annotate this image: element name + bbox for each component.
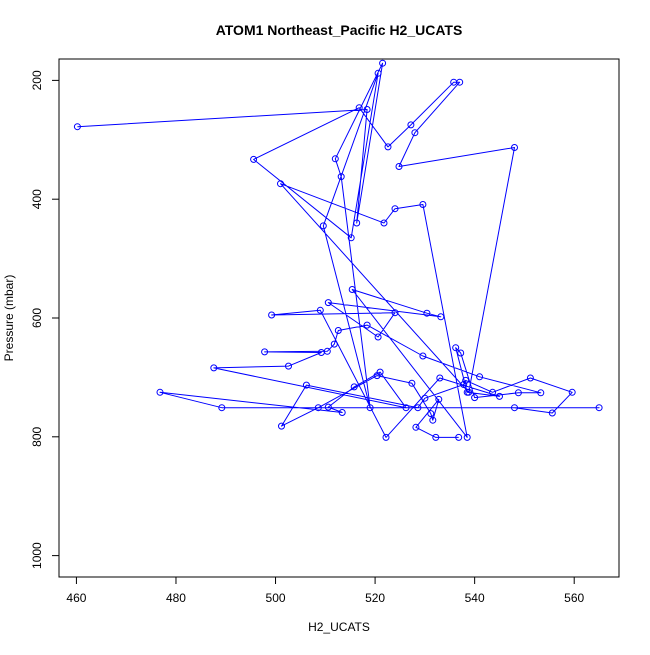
y-tick-label: 400 <box>30 189 44 209</box>
data-point <box>432 433 440 441</box>
data-point <box>414 404 422 412</box>
data-point <box>511 404 518 412</box>
x-tick-label: 540 <box>465 591 485 605</box>
data-point <box>511 144 518 151</box>
data-point <box>460 381 468 388</box>
data-point <box>218 404 226 412</box>
data-point <box>537 389 545 397</box>
data-point <box>455 433 463 441</box>
y-axis-label: Pressure (mbar) <box>2 275 16 362</box>
data-point <box>373 372 381 380</box>
x-axis-label: H2_UCATS <box>308 620 370 634</box>
data-point <box>496 392 503 400</box>
data-point <box>463 433 471 441</box>
chart-title: ATOM1 Northeast_Pacific H2_UCATS <box>216 22 463 38</box>
x-tick-label: 560 <box>564 591 584 605</box>
data-point <box>278 422 285 430</box>
x-axis: 460 480 500 520 540 560 <box>66 576 585 605</box>
data-point <box>382 433 390 441</box>
data-point <box>411 129 419 137</box>
data-point <box>319 222 327 230</box>
data-point <box>463 388 471 396</box>
y-axis: 200 400 600 800 1000 <box>30 70 60 569</box>
data-point <box>462 376 470 384</box>
data-point <box>407 121 415 129</box>
data-point <box>314 404 322 412</box>
data-point <box>350 383 358 391</box>
data-point <box>514 389 522 397</box>
data-point <box>402 404 410 412</box>
data-point <box>261 348 269 356</box>
data-point <box>302 381 310 389</box>
data-point <box>363 321 371 329</box>
data-point <box>374 69 382 77</box>
data-point <box>395 163 403 170</box>
data-point <box>476 373 484 381</box>
y-tick-label: 800 <box>30 426 44 446</box>
data-point <box>317 349 325 356</box>
data-point <box>429 416 437 424</box>
data-point <box>363 106 371 113</box>
data-point <box>408 379 416 387</box>
y-tick-label: 1000 <box>30 542 44 569</box>
data-point <box>324 403 332 411</box>
data-point <box>374 333 382 341</box>
data-point <box>419 201 427 208</box>
data-point <box>330 340 338 348</box>
data-point <box>337 173 345 181</box>
data-point <box>250 155 258 163</box>
data-point <box>347 234 355 242</box>
data-point <box>489 388 497 396</box>
y-tick-label: 600 <box>30 308 44 328</box>
x-tick-label: 480 <box>166 591 186 605</box>
data-point <box>366 404 374 412</box>
x-tick-label: 520 <box>365 591 385 605</box>
data-point <box>456 78 464 86</box>
data-point <box>338 409 346 416</box>
data-point <box>156 388 164 396</box>
data-point <box>277 180 284 188</box>
data-point <box>285 362 292 370</box>
data-point <box>391 309 399 317</box>
x-tick-label: 500 <box>266 591 286 605</box>
data-point <box>331 155 339 163</box>
data-point <box>427 410 435 418</box>
data-point <box>452 344 460 352</box>
data-point <box>435 395 443 403</box>
data-point <box>457 349 465 357</box>
data-point <box>423 309 431 317</box>
data-point <box>316 306 324 314</box>
data-point <box>348 286 356 293</box>
x-tick-label: 460 <box>66 591 86 605</box>
data-point <box>73 123 81 131</box>
data-point <box>436 374 444 382</box>
data-point <box>384 143 392 151</box>
data-point <box>391 205 399 213</box>
data-point <box>421 394 429 402</box>
data-point <box>595 404 603 412</box>
data-point <box>353 219 361 227</box>
data-point <box>437 313 445 321</box>
data-point <box>379 59 387 67</box>
y-tick-label: 200 <box>30 70 44 90</box>
data-point <box>568 388 576 396</box>
data-point <box>419 352 427 360</box>
data-point <box>412 423 420 431</box>
series-layer <box>73 59 603 441</box>
data-point <box>548 409 556 417</box>
data-point <box>380 219 388 227</box>
data-point <box>334 327 342 334</box>
data-point <box>355 104 363 112</box>
data-point <box>526 374 534 382</box>
data-point <box>210 364 218 372</box>
data-point <box>324 299 332 307</box>
data-point <box>471 394 479 402</box>
data-point <box>268 311 276 319</box>
